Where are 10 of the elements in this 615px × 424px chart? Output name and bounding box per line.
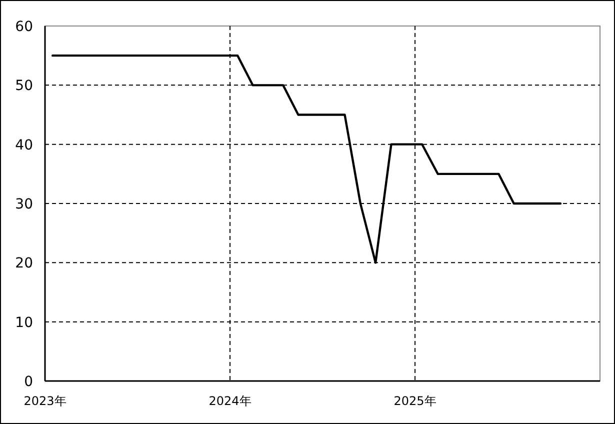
y-tick-label: 40 — [15, 137, 33, 154]
x-tick-label: 2025年 — [394, 394, 436, 408]
x-tick-label: 2024年 — [208, 394, 252, 408]
y-tick-label: 30 — [15, 196, 33, 212]
x-tick-label: 2023年 — [24, 394, 66, 408]
y-tick-label: 50 — [15, 78, 33, 94]
y-tick-label: 20 — [15, 256, 33, 272]
y-tick-label: 0 — [24, 374, 33, 390]
y-tick-label: 60 — [15, 19, 33, 35]
y-tick-label: 10 — [15, 314, 33, 331]
